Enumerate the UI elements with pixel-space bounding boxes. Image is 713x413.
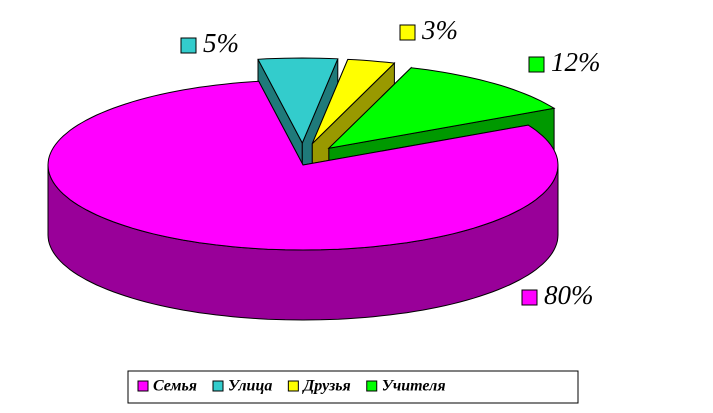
legend-key (137, 380, 149, 392)
slice-top (311, 58, 396, 144)
legend-box (127, 370, 579, 404)
legend-label: Улица (228, 378, 272, 395)
value-label: 12% (551, 47, 601, 77)
value-label-key (180, 37, 197, 54)
slice-top (257, 57, 339, 145)
value-label-key (399, 24, 416, 41)
value-label: 3% (421, 15, 458, 45)
legend-key (287, 380, 299, 392)
legend-key (366, 380, 378, 392)
legend-label: Учителя (382, 378, 446, 395)
slice-top (327, 67, 556, 149)
value-label: 5% (203, 28, 239, 58)
legend-label: Друзья (301, 378, 350, 395)
legend-key (212, 380, 224, 392)
value-label-key (528, 56, 545, 73)
slice-top (47, 80, 559, 251)
value-label-key (521, 289, 538, 306)
value-label: 80% (544, 280, 594, 310)
pie-slice (47, 80, 559, 321)
legend-label: Семья (153, 378, 197, 395)
